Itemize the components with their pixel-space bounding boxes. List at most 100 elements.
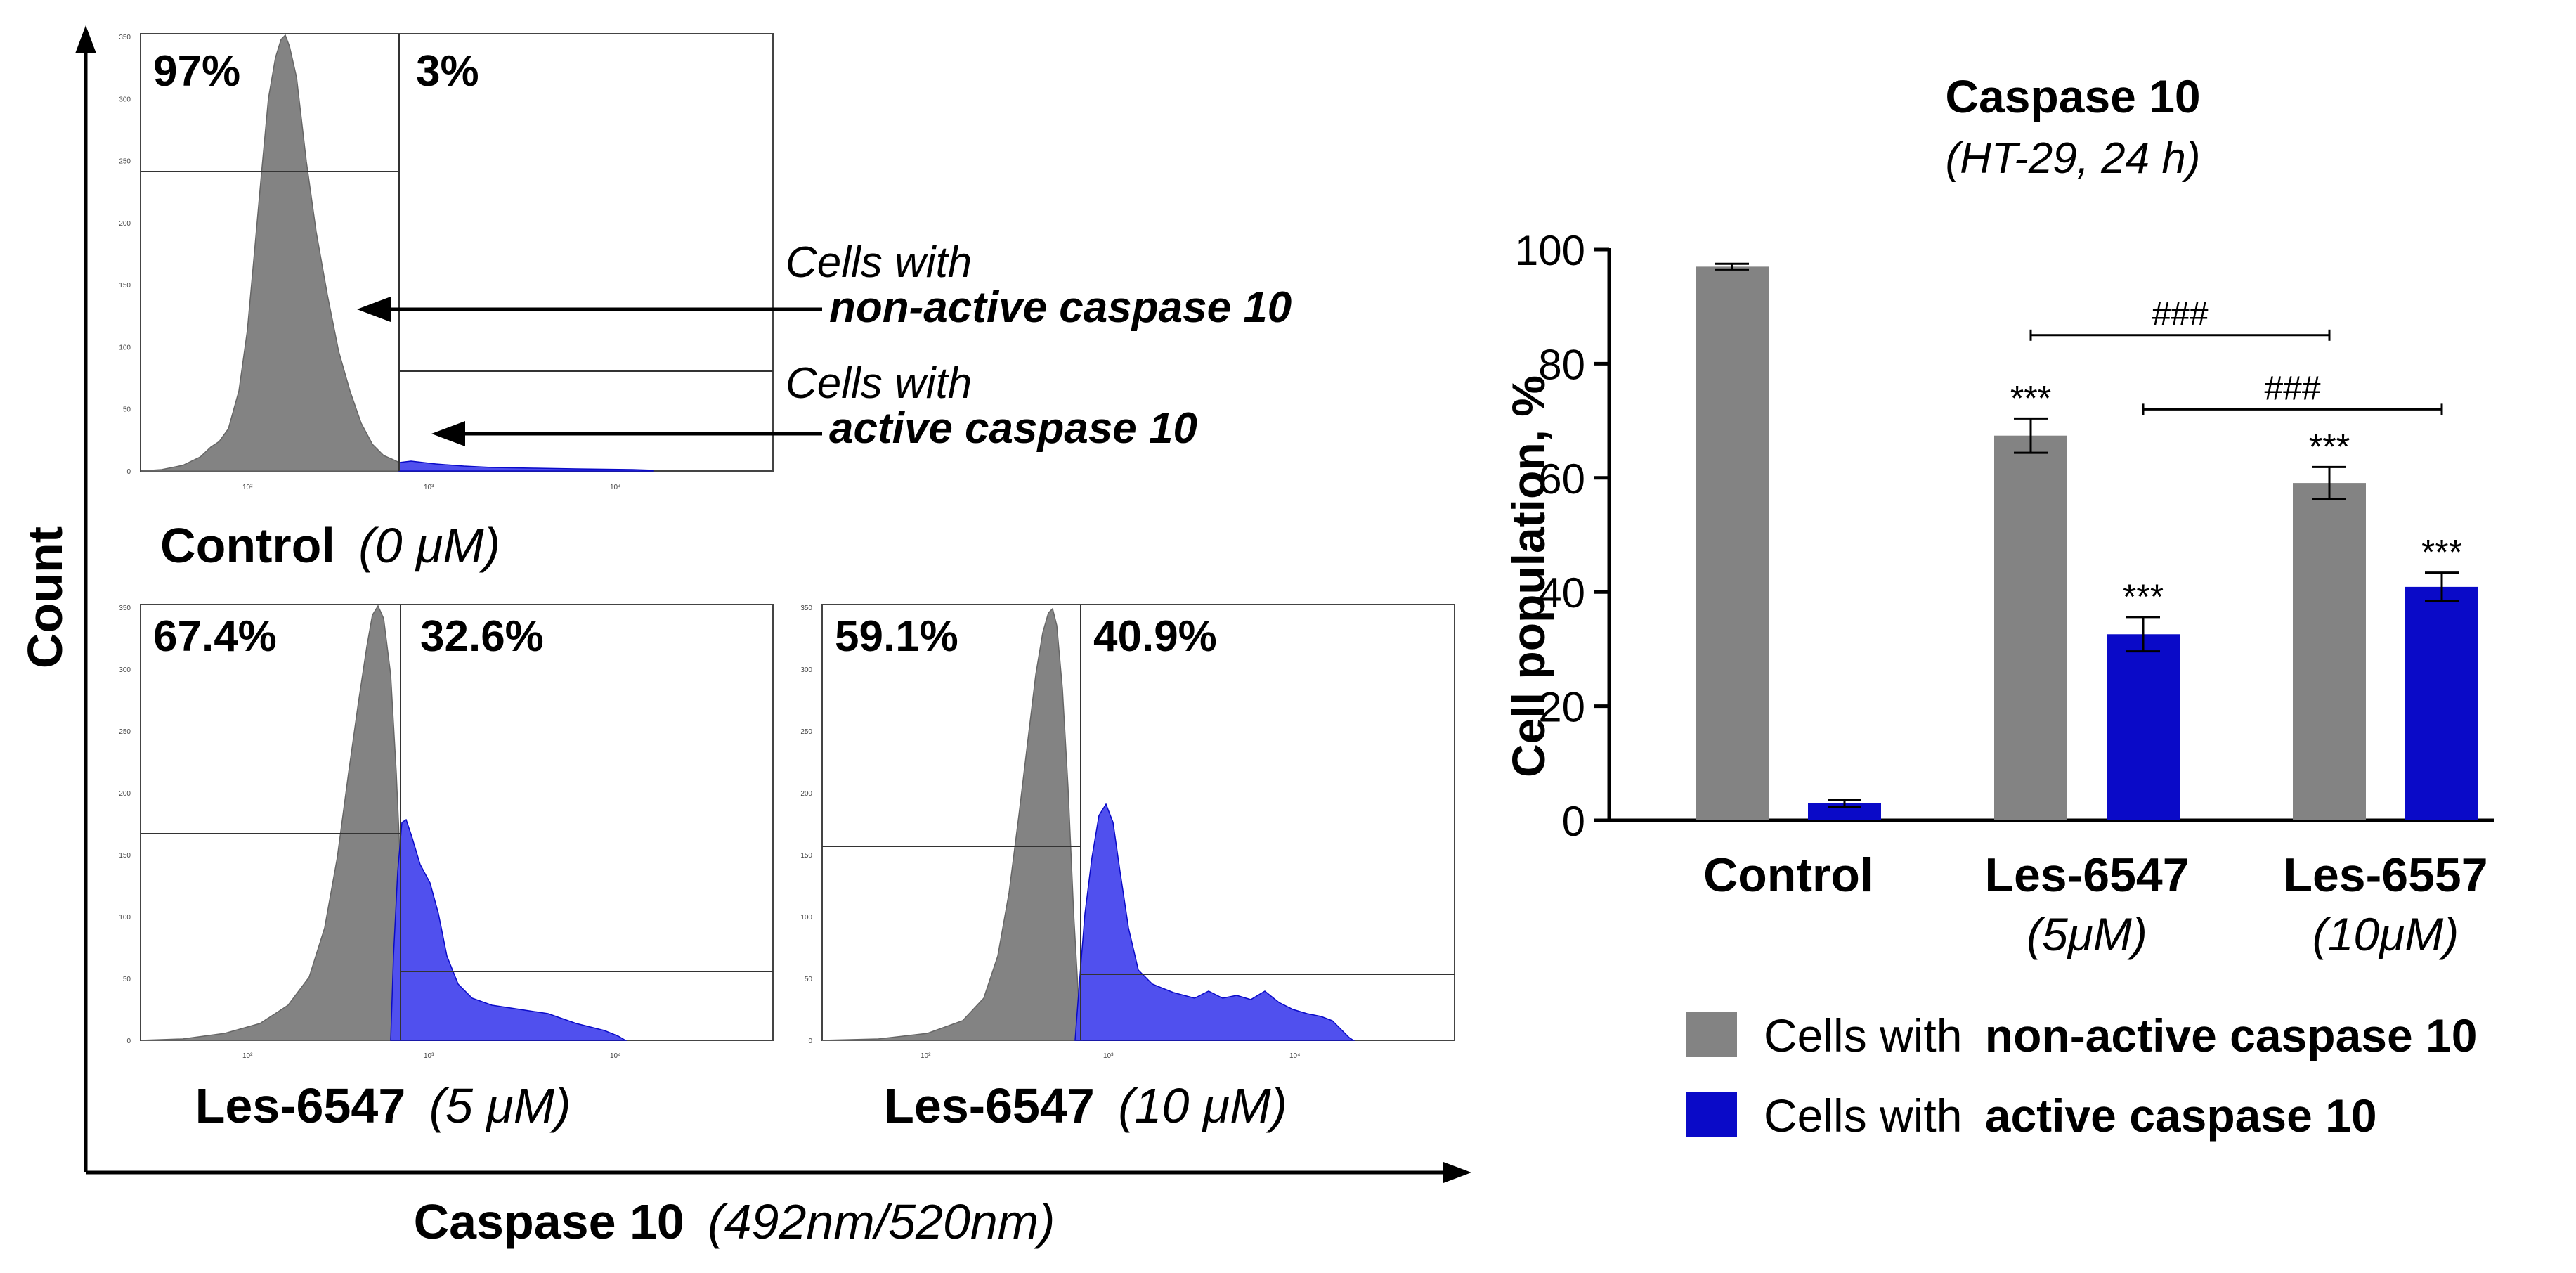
- hist-x-ticks: 10² 10³ 10⁴: [242, 484, 620, 491]
- legend-text: Cells with non-active caspase 10: [1764, 1009, 2477, 1061]
- x-category-label: Les-6547: [1984, 848, 2189, 902]
- annotation-active: Cells with active caspase 10: [431, 359, 1197, 453]
- flow-y-arrowhead: [75, 25, 96, 53]
- inactive-peak: [821, 607, 1083, 1041]
- legend-bold: non-active caspase 10: [1985, 1009, 2478, 1061]
- hist-conc: (5 μM): [429, 1078, 571, 1133]
- tick-label: 10⁴: [610, 484, 620, 491]
- chart-subtitle: (HT-29, 24 h): [1946, 134, 2201, 183]
- hist-sample: Les-6547: [195, 1078, 406, 1133]
- flow-x-axis-label-main: Caspase 10: [414, 1194, 684, 1249]
- hist-y-tick-label: 0: [126, 468, 131, 476]
- hist-y-tick-label: 350: [119, 34, 131, 41]
- hist-y-tick-label: 200: [800, 790, 812, 798]
- bar: [2293, 483, 2366, 820]
- y-tick-label: 80: [1538, 341, 1585, 388]
- histogram-label: Les-6547 (5 μM): [195, 1078, 571, 1133]
- bar: [1994, 435, 2067, 820]
- annotation-line2: non-active caspase 10: [829, 283, 1292, 332]
- tick-label: 10²: [242, 1052, 253, 1060]
- hist-y-tick-label: 250: [800, 728, 812, 736]
- hist-conc: (0 μM): [358, 518, 500, 573]
- tick-label: 10²: [921, 1052, 931, 1060]
- comparison-label: ###: [2152, 296, 2208, 333]
- y-tick-label: 40: [1538, 569, 1585, 616]
- hist-y-tick-label: 300: [119, 666, 131, 674]
- x-category-sublabel: (10μM): [2312, 908, 2459, 960]
- hist-conc: (10 μM): [1118, 1078, 1287, 1133]
- hist-x-ticks: 10² 10³ 10⁴: [242, 1052, 620, 1060]
- annotation-line2: active caspase 10: [829, 404, 1197, 453]
- flow-x-arrowhead: [1443, 1162, 1471, 1183]
- histogram-frame: [140, 604, 774, 1041]
- active-peak: [390, 818, 627, 1041]
- histogram-les-5um: 67.4% 32.6% 10² 10³ 10⁴ Les-6547 (5 μM): [140, 604, 774, 1133]
- legend-plain: Cells with: [1764, 1090, 1962, 1142]
- legend-bold: active caspase 10: [1985, 1090, 2377, 1142]
- histogram-les-10um: 59.1% 40.9% 10² 10³ 10⁴ Les-6547 (10 μM): [821, 604, 1455, 1133]
- y-tick-label: 60: [1538, 455, 1585, 503]
- hist-y-tick-label: 100: [119, 914, 131, 922]
- comparison-label: ###: [2264, 370, 2320, 407]
- y-tick-label: 20: [1538, 684, 1585, 731]
- significance-marker: ***: [2421, 533, 2462, 572]
- hist-y-tick-label: 100: [119, 344, 131, 351]
- legend: Cells with non-active caspase 10 Cells w…: [1686, 1009, 2477, 1142]
- bar-chart: Caspase 10 (HT-29, 24 h) Cell population…: [1502, 70, 2494, 1142]
- hist-y-tick-label: 250: [119, 728, 131, 736]
- legend-swatch-inactive: [1686, 1012, 1737, 1057]
- tick-label: 10³: [424, 1052, 434, 1060]
- hist-y-tick-label: 50: [123, 976, 131, 983]
- histogram-label: Les-6547 (10 μM): [884, 1078, 1287, 1133]
- hist-y-tick-label: 150: [119, 852, 131, 860]
- histogram-control: 97% 3% 10² 10³ 10⁴ Control (0 μM): [140, 33, 774, 573]
- hist-y-tick-label: 0: [126, 1038, 131, 1045]
- chart-title: Caspase 10: [1945, 70, 2200, 122]
- annotation-line1: Cells with: [786, 238, 972, 287]
- significance-marker: ***: [2010, 378, 2051, 418]
- x-category-sublabel: (5μM): [2027, 908, 2147, 960]
- tick-label: 10³: [1103, 1052, 1114, 1060]
- arrowhead-active: [431, 421, 465, 446]
- legend-swatch-active: [1686, 1092, 1737, 1137]
- hist-y-tick-label: 150: [119, 282, 131, 290]
- arrowhead-nonactive: [357, 297, 391, 322]
- tick-label: 10⁴: [1289, 1052, 1300, 1060]
- legend-text: Cells with active caspase 10: [1764, 1090, 2377, 1142]
- annotation-nonactive: Cells with non-active caspase 10: [357, 238, 1292, 332]
- pct-active: 40.9%: [1093, 612, 1217, 661]
- hist-sample: Les-6547: [884, 1078, 1095, 1133]
- annotation-line1: Cells with: [786, 359, 972, 408]
- legend-item-inactive: Cells with non-active caspase 10: [1686, 1009, 2477, 1061]
- pct-active: 32.6%: [420, 612, 544, 661]
- legend-plain: Cells with: [1764, 1009, 1962, 1061]
- hist-y-tick-label: 100: [800, 914, 812, 922]
- y-axis-label: Cell population, %: [1502, 375, 1554, 777]
- hist-sample: Control: [160, 518, 335, 573]
- legend-item-active: Cells with active caspase 10: [1686, 1090, 2377, 1142]
- hist-y-tick-label: 200: [119, 220, 131, 228]
- pct-active: 3%: [416, 47, 479, 96]
- tick-label: 10³: [424, 484, 434, 491]
- flow-y-axis-label: Count: [18, 526, 72, 668]
- tick-label: 10²: [242, 484, 253, 491]
- hist-y-tick-label: 350: [119, 605, 131, 612]
- bar: [1696, 266, 1769, 820]
- hist-y-tick-label: 250: [119, 158, 131, 166]
- histogram-frame: [821, 604, 1455, 1041]
- bar: [2107, 634, 2180, 820]
- flow-x-axis-label-suffix: (492nm/520nm): [708, 1194, 1055, 1249]
- y-tick-label: 100: [1515, 227, 1585, 274]
- bar-layer: 0 20 40 60 80 100 *** *** *** *** ### ### Control Les…: [1515, 227, 2494, 960]
- hist-y-tick-label: 200: [119, 790, 131, 798]
- significance-marker: ***: [2309, 427, 2350, 466]
- pct-inactive: 67.4%: [153, 612, 277, 661]
- x-category-label: Control: [1703, 848, 1873, 902]
- inactive-peak: [140, 34, 400, 472]
- hist-x-ticks: 10² 10³ 10⁴: [921, 1052, 1300, 1060]
- flow-axes: Count Caspase 10 (492nm/520nm): [18, 25, 1471, 1249]
- y-tick-label: 0: [1562, 798, 1585, 845]
- hist-y-tick-label: 150: [800, 852, 812, 860]
- significance-marker: ***: [2123, 577, 2164, 616]
